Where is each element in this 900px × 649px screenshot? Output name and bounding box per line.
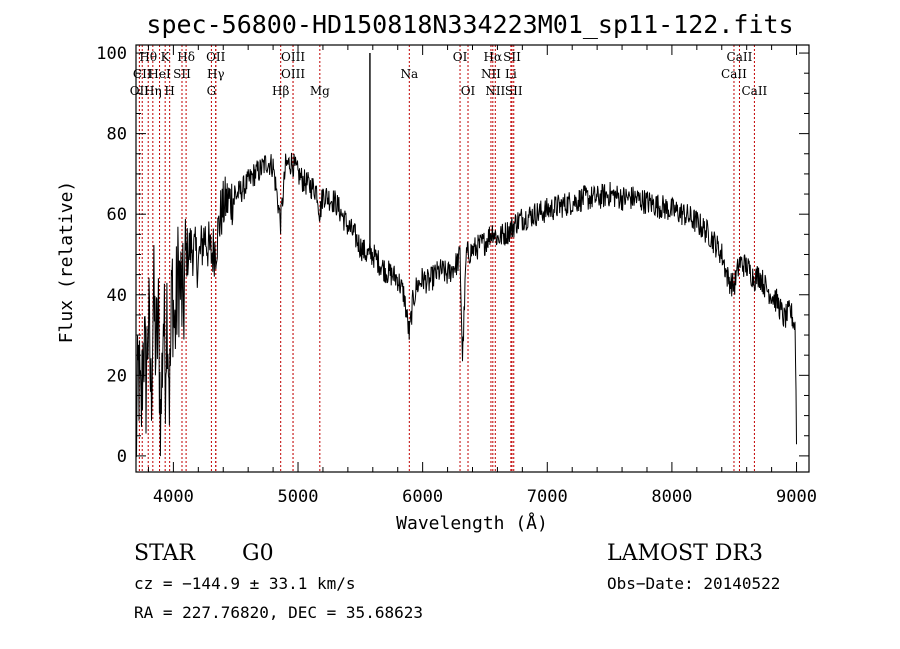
line-label-12: Hγ	[207, 67, 225, 81]
line-label-2: Hδ	[177, 50, 195, 64]
x-axis-label: Wavelength (Å)	[396, 512, 548, 534]
x-axis: 4000 5000 6000 7000 8000 9000	[147, 45, 817, 507]
y-axis: 0 20 40 60 80 100	[96, 44, 809, 467]
plot-frame	[135, 44, 810, 473]
line-label-15: NII	[481, 67, 501, 81]
x-tick-label-0: 4000	[153, 487, 194, 507]
line-label-9: CII	[133, 67, 152, 81]
line-label-17: CaII	[721, 67, 747, 81]
line-label-6: Hα	[484, 50, 503, 64]
spectrum-series	[135, 53, 797, 457]
object-class: STAR	[134, 541, 196, 566]
line-label-11: SII	[173, 67, 191, 81]
y-tick-label-5: 100	[96, 44, 127, 64]
line-label-25: NII	[485, 84, 505, 98]
x-tick-label-3: 7000	[527, 487, 568, 507]
y-axis-label: Flux (relative)	[56, 181, 77, 344]
x-tick-label-2: 6000	[402, 487, 443, 507]
x-tick-label-1: 5000	[278, 487, 319, 507]
chart-title: spec-56800-HD150818N334223M01_sp11-122.f…	[146, 10, 793, 39]
y-tick-label-0: 0	[117, 447, 127, 467]
object-subclass: G0	[242, 541, 274, 566]
line-label-21: G	[207, 84, 217, 98]
spectrum-line	[135, 152, 797, 457]
line-label-22: Hβ	[272, 84, 289, 98]
line-label-24: OI	[461, 84, 476, 98]
survey-name: LAMOST DR3	[607, 541, 763, 566]
line-label-3: OII	[206, 50, 226, 64]
redshift-velocity: cz = −144.9 ± 33.1 km/s	[134, 574, 356, 593]
x-tick-label-5: 9000	[776, 487, 817, 507]
line-label-23: Mg	[310, 84, 330, 98]
y-tick-label-3: 60	[107, 205, 127, 225]
line-label-4: OIII	[281, 50, 305, 64]
line-label-19: Hη	[144, 84, 162, 98]
observation-date: Obs−Date: 20140522	[607, 574, 780, 593]
line-label-10: HeI	[148, 67, 171, 81]
line-label-8: CaII	[727, 50, 753, 64]
line-label-1: K	[161, 50, 171, 64]
coordinates: RA = 227.76820, DEC = 35.68623	[134, 603, 423, 622]
line-label-20: H	[164, 84, 174, 98]
y-tick-label-2: 40	[107, 286, 127, 306]
line-label-27: CaII	[741, 84, 767, 98]
line-label-13: OIII	[281, 67, 305, 81]
line-label-7: SII	[503, 50, 521, 64]
line-label-16: Li	[505, 67, 517, 81]
line-label-26: SII	[505, 84, 523, 98]
line-label-18: OII	[130, 84, 150, 98]
y-tick-label-4: 80	[107, 125, 127, 145]
line-label-0: Hθ	[139, 50, 157, 64]
spectral-line-markers	[138, 45, 755, 472]
x-tick-label-4: 8000	[651, 487, 692, 507]
line-label-5: OI	[453, 50, 468, 64]
y-tick-label-1: 20	[107, 366, 127, 386]
line-label-14: Na	[400, 67, 418, 81]
